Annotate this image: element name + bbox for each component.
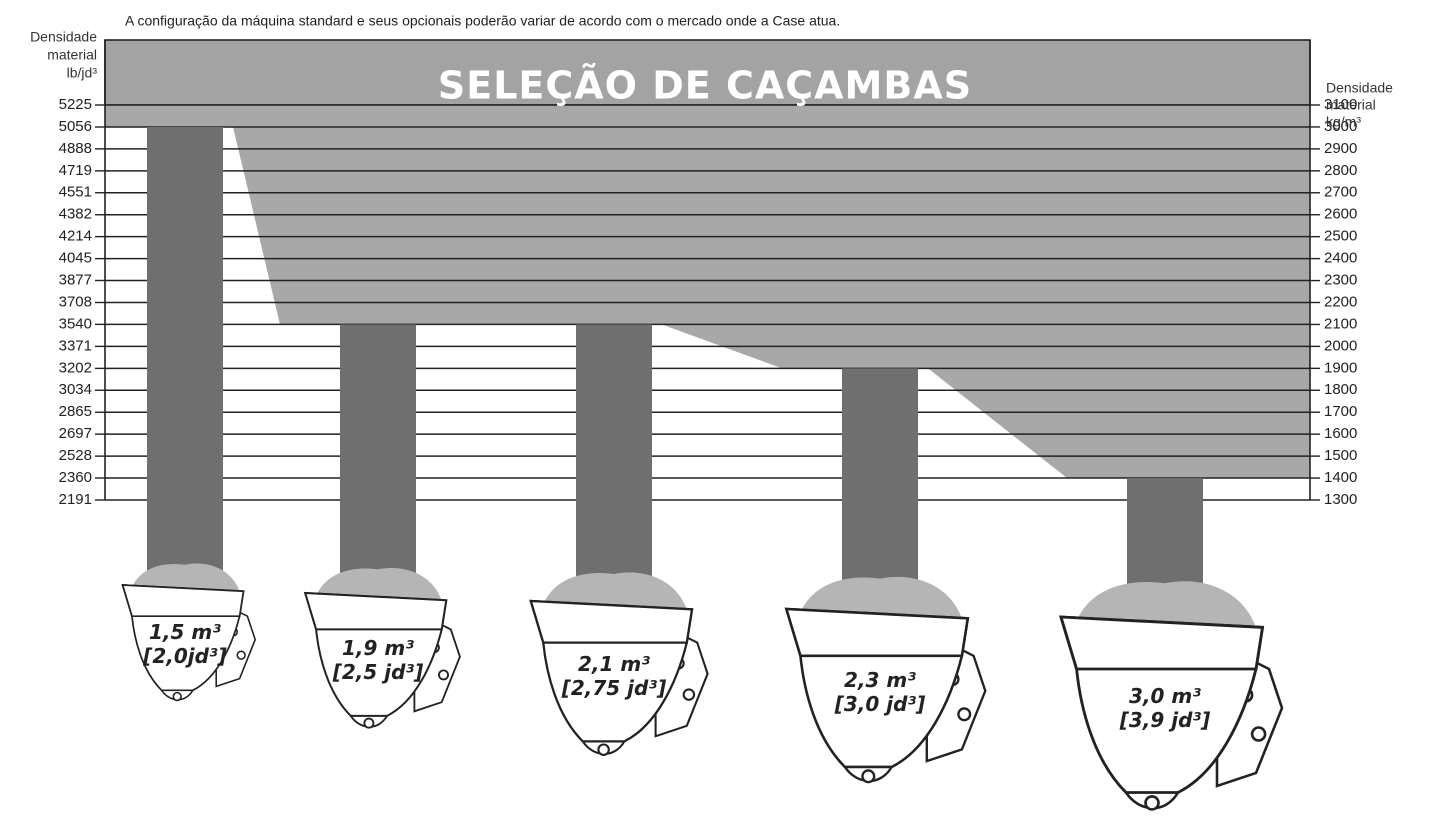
y-tick-label: 2865 bbox=[59, 403, 92, 420]
y2-axis-title: kg/m³ bbox=[1326, 114, 1361, 130]
y2-tick-label: 3000 bbox=[1324, 118, 1357, 135]
bucket-load bbox=[314, 567, 442, 601]
bucket-pin bbox=[957, 707, 972, 722]
bar bbox=[576, 324, 652, 601]
chart-title: SELEÇÃO DE CAÇAMBAS bbox=[438, 64, 972, 108]
y2-tick-label: 2500 bbox=[1324, 228, 1357, 245]
bucket-pin bbox=[1144, 795, 1160, 811]
y2-tick-label: 1700 bbox=[1324, 403, 1357, 420]
y-tick-label: 4888 bbox=[59, 140, 92, 157]
main-layer: SELEÇÃO DE CAÇAMBAS 5225 5056 4888 4719 4551 4… bbox=[59, 64, 1357, 811]
y-tick-label: 4551 bbox=[59, 184, 92, 201]
y-tick-label: 3034 bbox=[59, 381, 92, 398]
y-axis-title: Densidade bbox=[30, 29, 97, 45]
shaded-region bbox=[105, 105, 1310, 479]
y2-tick-label: 1500 bbox=[1324, 447, 1357, 464]
y-tick-label: 3708 bbox=[59, 293, 92, 310]
y-tick-label: 2697 bbox=[59, 425, 92, 442]
y-axis-title: lb/jd³ bbox=[67, 65, 98, 81]
bucket-lip bbox=[784, 607, 970, 658]
y2-tick-label: 2200 bbox=[1324, 293, 1357, 310]
y2-tick-label: 2000 bbox=[1324, 337, 1357, 354]
y-tick-label: 5056 bbox=[59, 118, 92, 135]
bucket-label: [3,9 jd³] bbox=[1119, 708, 1211, 732]
bucket bbox=[121, 563, 257, 702]
y-tick-label: 4382 bbox=[59, 206, 92, 223]
y-tick-label: 2528 bbox=[59, 447, 92, 464]
bucket-pin bbox=[1250, 726, 1267, 742]
bucket-load bbox=[541, 572, 687, 610]
bucket-pin bbox=[363, 717, 375, 729]
bucket-lip bbox=[303, 591, 448, 631]
y2-tick-label: 2300 bbox=[1324, 272, 1357, 289]
y-axis-title: material bbox=[47, 47, 97, 63]
y-tick-label: 4719 bbox=[59, 162, 92, 179]
bucket-lip bbox=[529, 599, 694, 644]
bucket-label: 3,0 m³ bbox=[1129, 684, 1201, 708]
bucket bbox=[784, 576, 987, 784]
bucket-pin bbox=[682, 688, 696, 701]
y2-axis-title: Densidade bbox=[1326, 80, 1393, 96]
bucket-label: [2,0jd³] bbox=[142, 644, 227, 668]
y2-tick-label: 2800 bbox=[1324, 162, 1357, 179]
bucket bbox=[1059, 581, 1284, 811]
bucket-pin bbox=[236, 650, 246, 660]
y-tick-label: 3877 bbox=[59, 271, 92, 288]
bucket-load bbox=[798, 576, 962, 619]
y-tick-label: 3371 bbox=[59, 337, 92, 354]
bucket-label: [2,75 jd³] bbox=[561, 676, 667, 700]
bucket-lip bbox=[1059, 615, 1265, 671]
y2-tick-label: 3100 bbox=[1324, 96, 1357, 113]
y2-tick-label: 2700 bbox=[1324, 184, 1357, 201]
bucket bbox=[303, 567, 461, 729]
bar bbox=[147, 126, 223, 585]
bucket-label: 1,5 m³ bbox=[149, 620, 221, 644]
background-layer bbox=[95, 39, 1320, 501]
y-tick-label: 4045 bbox=[59, 250, 92, 267]
y2-tick-label: 2900 bbox=[1324, 140, 1357, 157]
y2-tick-label: 1400 bbox=[1324, 469, 1357, 486]
bucket-pin bbox=[597, 743, 610, 756]
y2-tick-label: 1600 bbox=[1324, 425, 1357, 442]
bucket-label: [2,5 jd³] bbox=[332, 660, 424, 684]
y-tick-label: 5225 bbox=[59, 96, 92, 113]
bar bbox=[340, 324, 416, 593]
bucket-pin bbox=[172, 691, 182, 702]
y2-tick-label: 1900 bbox=[1324, 359, 1357, 376]
y-tick-label: 3540 bbox=[59, 315, 92, 332]
bucket-label: 2,1 m³ bbox=[578, 652, 650, 676]
y2-tick-label: 1300 bbox=[1324, 491, 1357, 508]
y-tick-label: 2360 bbox=[59, 469, 92, 486]
bucket-label: 1,9 m³ bbox=[342, 636, 414, 660]
y2-axis-title: material bbox=[1326, 97, 1376, 113]
y2-tick-label: 2400 bbox=[1324, 250, 1357, 267]
bucket-load bbox=[130, 563, 240, 592]
bucket-pin bbox=[861, 769, 876, 784]
bucket-label: [3,0 jd³] bbox=[834, 692, 926, 716]
y2-tick-label: 1800 bbox=[1324, 381, 1357, 398]
bucket-label: 2,3 m³ bbox=[844, 668, 916, 692]
bucket-load bbox=[1074, 581, 1256, 628]
bucket-pin bbox=[438, 669, 449, 681]
bucket-lip bbox=[121, 584, 245, 618]
bucket bbox=[529, 572, 709, 756]
header-box bbox=[104, 39, 1311, 106]
y-tick-label: 2191 bbox=[59, 491, 92, 508]
note: A configuração da máquina standard e seu… bbox=[125, 13, 840, 29]
y-tick-label: 4214 bbox=[59, 228, 92, 245]
y2-tick-label: 2600 bbox=[1324, 206, 1357, 223]
y-tick-label: 3202 bbox=[59, 359, 92, 376]
bar bbox=[842, 368, 918, 609]
y2-tick-label: 2100 bbox=[1324, 315, 1357, 332]
